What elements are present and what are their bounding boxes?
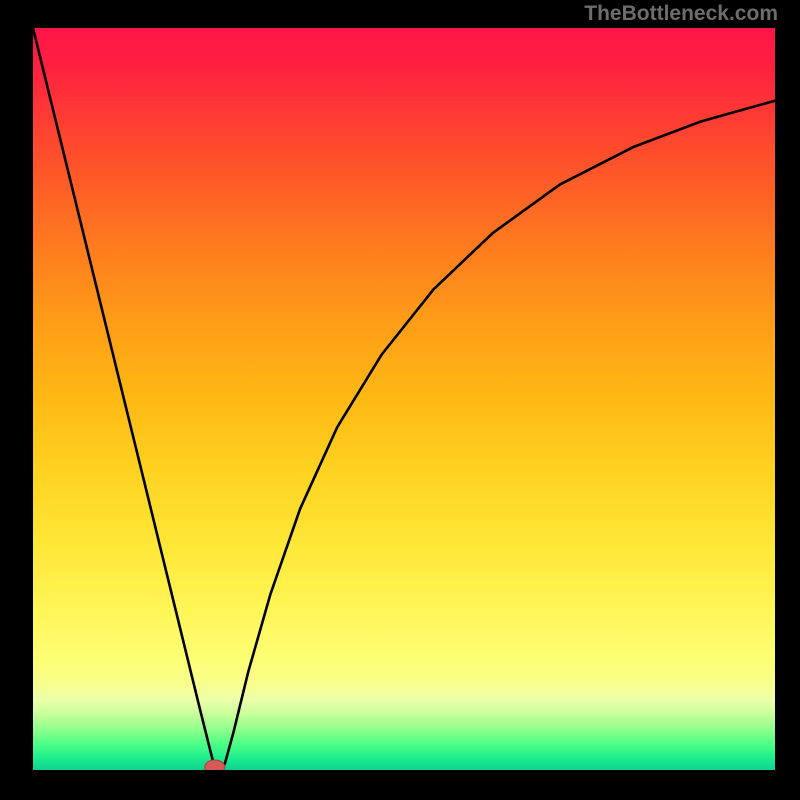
chart-background-gradient bbox=[33, 28, 775, 770]
chart-outer-frame: TheBottleneck.com bbox=[0, 0, 800, 800]
watermark-text: TheBottleneck.com bbox=[584, 2, 778, 26]
optimal-point-marker bbox=[205, 760, 225, 770]
chart-svg bbox=[33, 28, 775, 770]
chart-plot-area bbox=[33, 28, 775, 770]
